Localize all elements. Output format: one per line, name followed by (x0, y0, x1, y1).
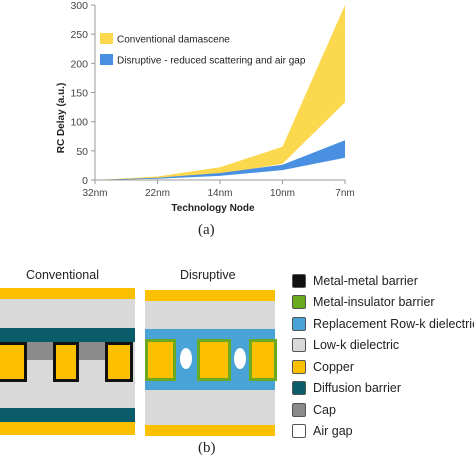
x-tick-label: 7nm (335, 188, 354, 199)
legend-item-cap: Cap (292, 399, 474, 421)
rc-delay-chart: 0 50 100 150 200 250 300 32nm 22nm 14nm 10nm 7nm Co… (56, 0, 355, 214)
cu-bottom-line (0, 422, 135, 435)
legend-label: Metal-insulator barrier (313, 295, 435, 310)
legend-item-row-k-dielectric: Replacement Row-k dielectric (292, 313, 474, 335)
legend-swatch (292, 338, 306, 353)
legend-swatch (292, 381, 306, 396)
legend-item-copper: Copper (292, 356, 474, 378)
disruptive-label: Disruptive (180, 268, 236, 282)
y-tick-label: 300 (70, 0, 88, 12)
legend-item-low-k-dielectric: Low-k dielectric (292, 335, 474, 357)
y-tick-label: 250 (70, 29, 88, 41)
plot-areas (95, 5, 345, 180)
series-band-0 (95, 5, 345, 180)
y-tick-label: 50 (76, 146, 88, 158)
diffusion-barrier-bottom (0, 408, 135, 422)
copper-line (53, 342, 79, 382)
conventional-cross-section (0, 288, 135, 435)
low-k-top (145, 301, 275, 329)
legend-swatch (292, 273, 306, 288)
x-tick-label: 22nm (145, 188, 170, 199)
legend-swatch-1 (100, 54, 113, 65)
legend-swatch (292, 295, 306, 310)
legend-label-0: Conventional damascene (117, 35, 230, 46)
legend-item-air-gap: Air gap (292, 421, 474, 443)
air-gap (234, 348, 246, 369)
legend-item-diffusion-barrier: Diffusion barrier (292, 378, 474, 400)
low-k-top (0, 299, 135, 328)
copper-line (0, 342, 27, 382)
x-tick-label: 32nm (82, 188, 107, 199)
legend-swatch (292, 359, 306, 374)
y-tick-label: 100 (70, 117, 88, 129)
y-tick-label: 150 (70, 88, 88, 100)
legend-label-1: Disruptive - reduced scattering and air … (117, 56, 306, 67)
cap-segment (79, 342, 105, 360)
disruptive-cross-section (145, 290, 277, 436)
legend-swatch (292, 424, 306, 439)
y-tick-label: 200 (70, 58, 88, 70)
legend-swatch-0 (100, 33, 113, 44)
cu-top-line (0, 288, 135, 299)
x-tick-label: 14nm (207, 188, 232, 199)
plot-legend: Conventional damascene Disruptive - reduc… (100, 33, 306, 67)
caption-b: (b) (198, 440, 216, 456)
plot-ticks: 0 50 100 150 200 250 300 32nm 22nm 14nm 10nm 7nm (70, 0, 354, 199)
legend-item-metal-metal-barrier: Metal-metal barrier (292, 270, 474, 292)
cu-bottom-line (145, 425, 275, 436)
copper-line (197, 339, 231, 381)
air-gap (180, 348, 192, 369)
copper-line (105, 342, 133, 382)
x-axis-title: Technology Node (171, 203, 255, 214)
copper-line (145, 339, 176, 381)
legend-label: Cap (313, 402, 336, 417)
legend-swatch (292, 316, 306, 331)
diffusion-barrier-top (0, 328, 135, 342)
legend-label: Replacement Row-k dielectric (313, 316, 474, 331)
legend-label: Low-k dielectric (313, 338, 400, 353)
caption-a: (a) (198, 222, 215, 238)
conventional-label: Conventional (26, 268, 99, 282)
legend-swatch (292, 402, 306, 417)
legend-label: Air gap (313, 424, 353, 439)
low-k-bottom (145, 390, 275, 425)
series-band-1 (95, 140, 345, 180)
y-axis-title: RC Delay (a.u.) (56, 83, 67, 154)
legend-label: Diffusion barrier (313, 381, 402, 396)
copper-line (249, 339, 277, 381)
cross-section-legend: Metal-metal barrier Metal-insulator barr… (292, 270, 474, 442)
legend-label: Metal-metal barrier (313, 273, 418, 288)
legend-item-metal-insulator-barrier: Metal-insulator barrier (292, 292, 474, 314)
cu-top-line (145, 290, 275, 301)
legend-label: Copper (313, 359, 354, 374)
x-tick-label: 10nm (270, 188, 295, 199)
y-tick-label: 0 (82, 175, 88, 187)
cap-segment (27, 342, 53, 360)
